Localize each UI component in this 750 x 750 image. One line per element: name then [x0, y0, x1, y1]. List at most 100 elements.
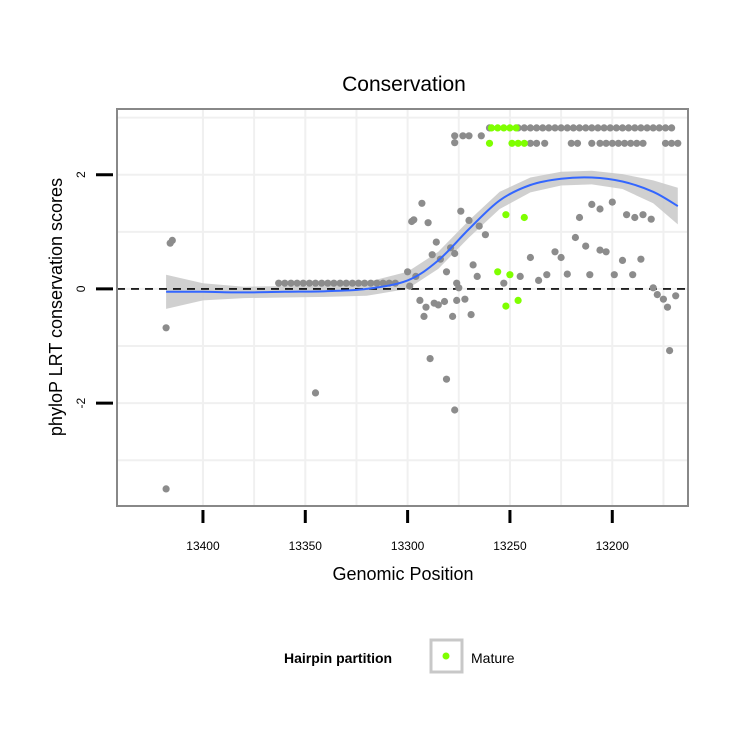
mature-point: [514, 296, 522, 304]
legend: Hairpin partition Mature: [284, 638, 515, 674]
y-axis: -2 0 2: [74, 171, 113, 409]
other-point: [649, 284, 657, 292]
other-point: [379, 279, 387, 287]
other-point: [606, 124, 614, 132]
legend-point-mature-icon: [442, 652, 450, 660]
other-point: [348, 279, 356, 287]
other-point: [631, 124, 639, 132]
other-point: [545, 124, 553, 132]
other-point: [526, 139, 535, 147]
other-point: [588, 200, 596, 208]
other-point: [465, 132, 473, 140]
other-point: [440, 297, 449, 306]
other-point: [637, 124, 645, 132]
other-point: [416, 296, 424, 304]
other-point: [629, 271, 637, 279]
other-point: [469, 261, 477, 269]
other-point: [643, 124, 651, 132]
confidence-ribbon: [166, 170, 678, 309]
other-point: [582, 124, 590, 132]
legend-label-mature: Mature: [471, 650, 515, 666]
other-point: [465, 216, 473, 224]
other-point: [404, 268, 412, 276]
other-point: [451, 249, 459, 258]
mature-point: [514, 139, 522, 147]
other-point: [424, 219, 432, 227]
other-point: [330, 279, 338, 287]
mature-point: [506, 124, 514, 132]
other-point: [557, 253, 565, 262]
other-point: [608, 139, 616, 147]
other-point: [614, 139, 623, 147]
other-point: [500, 279, 508, 287]
other-point: [336, 279, 344, 287]
other-point: [520, 124, 528, 132]
other-point: [631, 213, 639, 222]
other-point: [354, 279, 363, 287]
x-axis: 13400 13350 13300 13250 13200: [186, 510, 629, 553]
other-points: [162, 124, 682, 493]
other-point: [600, 124, 608, 132]
other-point: [543, 271, 551, 279]
other-point: [661, 124, 670, 132]
other-point: [535, 276, 543, 284]
other-point: [672, 292, 680, 300]
other-point: [649, 124, 657, 132]
mature-point: [520, 139, 528, 147]
other-point: [342, 279, 350, 287]
other-point: [453, 296, 461, 304]
other-point: [602, 139, 610, 147]
other-point: [637, 255, 645, 263]
other-point: [625, 124, 633, 132]
mature-point: [520, 213, 528, 222]
other-point: [428, 251, 436, 259]
other-point: [162, 324, 170, 332]
other-point: [432, 238, 440, 246]
other-point: [451, 132, 459, 140]
other-point: [422, 303, 430, 311]
other-point: [557, 124, 565, 132]
other-point: [610, 271, 618, 279]
mature-point: [506, 271, 514, 279]
other-point: [526, 124, 535, 132]
other-point: [612, 124, 621, 132]
x-tick-label: 13300: [391, 539, 425, 553]
other-point: [442, 268, 451, 276]
other-point: [588, 139, 596, 147]
confidence-ribbon-layer: [166, 170, 678, 309]
smooth-line-layer: [166, 176, 679, 294]
other-point: [563, 124, 571, 132]
other-point: [533, 124, 541, 132]
other-point: [311, 389, 320, 397]
x-tick-label: 13250: [493, 539, 527, 553]
other-point: [516, 272, 524, 280]
other-point: [481, 231, 489, 239]
other-point: [406, 282, 414, 290]
mature-point: [487, 124, 496, 132]
other-point: [420, 312, 428, 320]
other-point: [299, 279, 307, 287]
panel-border: [116, 108, 689, 507]
other-point: [575, 213, 584, 222]
other-point: [455, 284, 463, 292]
other-point: [569, 124, 578, 132]
x-tick-label: 13200: [596, 539, 630, 553]
other-point: [573, 139, 582, 147]
mature-point: [502, 211, 510, 219]
other-point: [551, 124, 559, 132]
y-tick-label: 2: [74, 171, 88, 178]
x-axis-label: Genomic Position: [332, 564, 473, 584]
other-point: [627, 139, 635, 147]
mature-point: [494, 268, 502, 276]
other-point: [373, 279, 381, 287]
other-point: [623, 211, 631, 219]
other-point: [361, 279, 369, 287]
other-point: [659, 295, 668, 303]
other-point: [281, 279, 289, 287]
other-point: [442, 375, 451, 383]
other-point: [594, 124, 602, 132]
other-point: [457, 207, 465, 215]
other-point: [551, 248, 559, 256]
other-point: [287, 279, 295, 287]
other-point: [575, 124, 584, 132]
